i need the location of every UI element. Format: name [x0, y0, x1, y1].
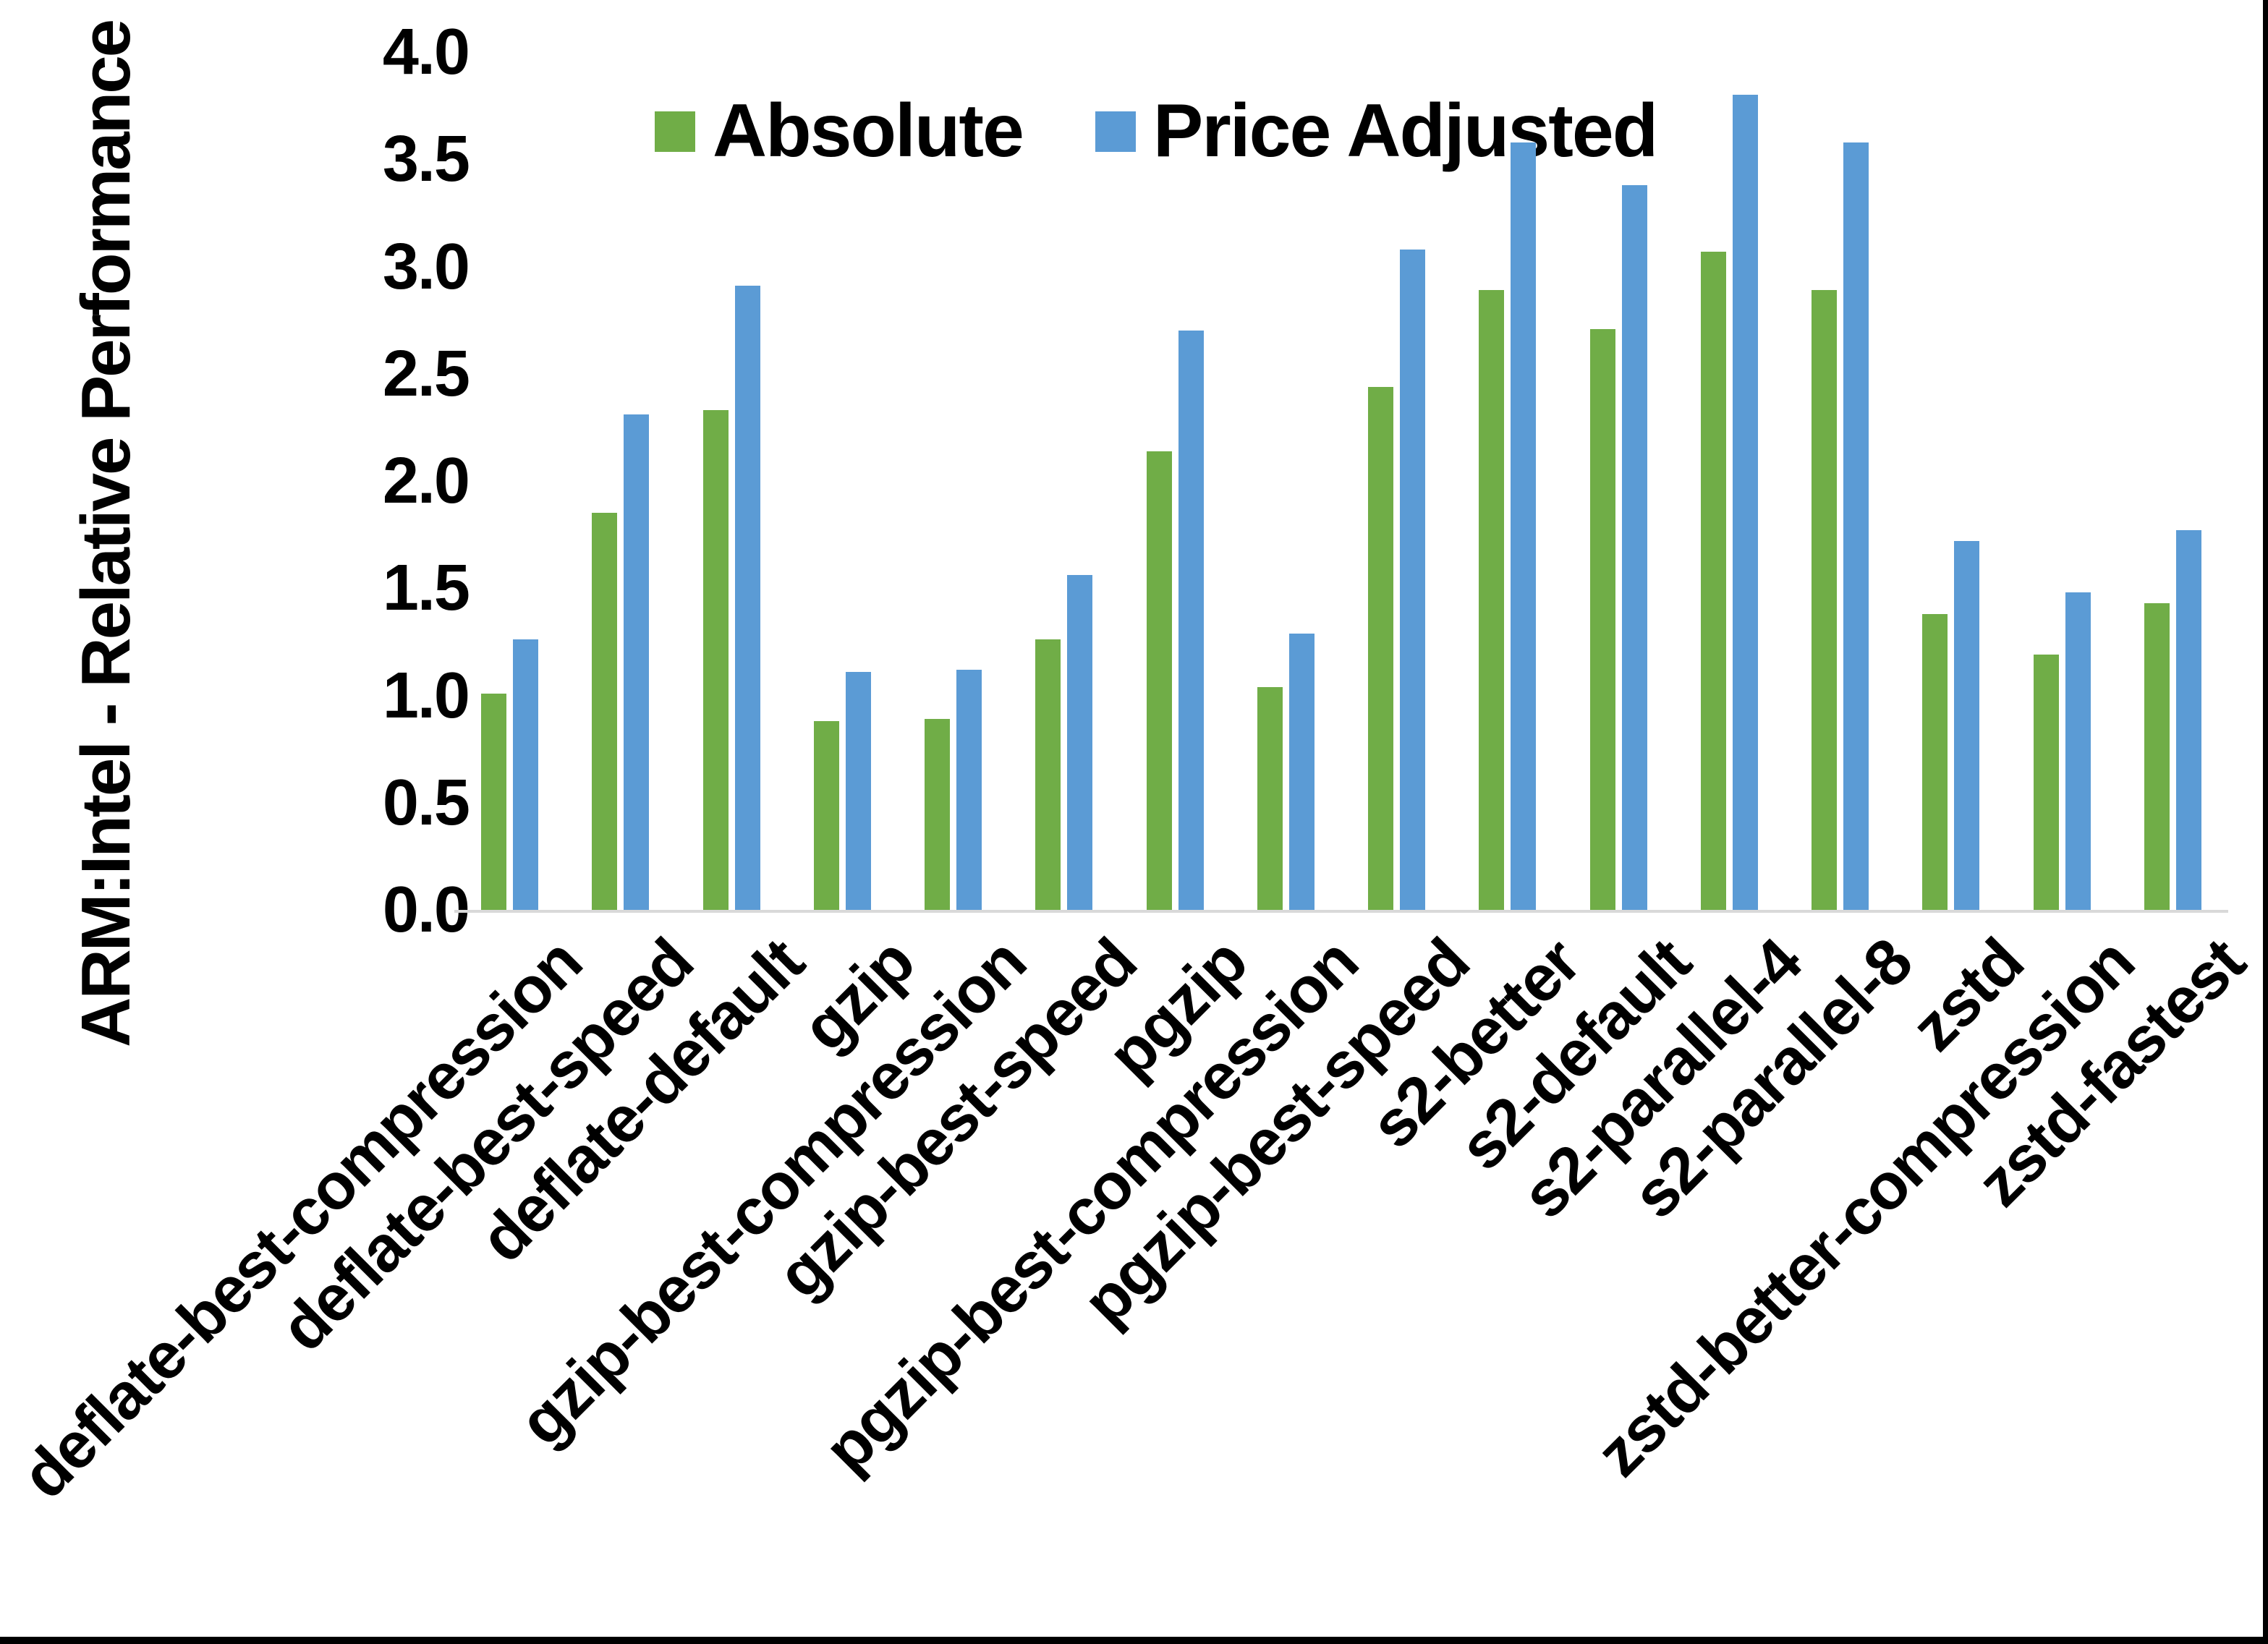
bar-price-adjusted-gzip: [845, 671, 871, 910]
bar-group-s2-default: [1563, 52, 1674, 910]
bar-absolute-gzip-best-compression: [925, 719, 951, 910]
legend-item-absolute: Absolute: [655, 88, 1024, 174]
legend-label: Absolute: [713, 89, 1024, 173]
bar-group-s2-better: [1452, 52, 1563, 910]
bar-price-adjusted-pgzip-best-speed: [1400, 249, 1426, 910]
bar-group-gzip-best-compression: [898, 52, 1008, 910]
bar-group-deflate-default: [676, 52, 787, 910]
legend: Absolute Price Adjusted: [655, 88, 1658, 174]
bar-group-deflate-best-compression: [454, 52, 565, 910]
bar-group-pgzip-best-compression: [1231, 52, 1341, 910]
y-tick-label: 3.5: [382, 123, 470, 196]
bar-price-adjusted-pgzip-best-compression: [1288, 633, 1314, 910]
y-tick-label: 4.0: [382, 16, 470, 88]
bar-absolute-pgzip-best-speed: [1368, 386, 1394, 910]
bar-absolute-pgzip-best-compression: [1257, 686, 1283, 910]
screenshot-bottom-border: [0, 1637, 2268, 1644]
bar-absolute-zstd: [1922, 613, 1948, 910]
bar-price-adjusted-gzip-best-speed: [1067, 575, 1093, 910]
bar-price-adjusted-gzip-best-compression: [956, 669, 982, 910]
bar-group-pgzip-best-speed: [1341, 52, 1452, 910]
bar-price-adjusted-s2-better: [1511, 142, 1537, 910]
bar-absolute-s2-parallel-4: [1700, 251, 1726, 910]
bar-price-adjusted-s2-parallel-4: [1732, 95, 1758, 910]
bar-price-adjusted-deflate-default: [734, 286, 760, 910]
legend-swatch-absolute: [655, 111, 695, 152]
bar-absolute-zstd-fastest: [2144, 603, 2170, 910]
bar-group-pgzip: [1120, 52, 1231, 910]
y-tick-label: 2.0: [382, 445, 470, 517]
bar-price-adjusted-pgzip: [1178, 331, 1204, 910]
bar-price-adjusted-zstd-fastest: [2175, 530, 2201, 910]
bar-price-adjusted-s2-default: [1621, 184, 1647, 910]
y-tick-label: 2.5: [382, 337, 470, 410]
y-tick-label: 3.0: [382, 230, 470, 303]
bar-absolute-zstd-better-compression: [2033, 655, 2059, 910]
legend-item-price-adjusted: Price Adjusted: [1095, 88, 1658, 174]
bar-absolute-s2-default: [1589, 328, 1615, 910]
bar-group-s2-parallel-8: [1785, 52, 1895, 910]
bar-absolute-s2-parallel-8: [1812, 290, 1838, 910]
bar-group-gzip-best-speed: [1008, 52, 1119, 910]
bar-price-adjusted-deflate-best-compression: [513, 639, 539, 910]
bar-price-adjusted-zstd-better-compression: [2065, 592, 2091, 910]
plot-area: [454, 52, 2228, 913]
bar-group-zstd: [1895, 52, 2006, 910]
y-tick-label: 1.0: [382, 659, 470, 732]
bar-absolute-gzip-best-speed: [1035, 639, 1061, 910]
y-tick-label: 0.0: [382, 874, 470, 946]
bar-price-adjusted-s2-parallel-8: [1843, 142, 1869, 910]
bar-absolute-pgzip: [1146, 451, 1172, 910]
bar-absolute-deflate-best-compression: [481, 693, 507, 910]
bar-absolute-deflate-default: [702, 410, 729, 910]
bar-absolute-s2-better: [1479, 290, 1505, 910]
bar-group-zstd-better-compression: [2007, 52, 2118, 910]
bar-absolute-deflate-best-speed: [592, 513, 618, 910]
legend-label: Price Adjusted: [1152, 89, 1658, 173]
y-axis-title: ARM:Intel - Relative Performance: [67, 20, 145, 1047]
bar-price-adjusted-zstd: [1954, 541, 1980, 910]
bar-group-s2-parallel-4: [1674, 52, 1785, 910]
bar-price-adjusted-deflate-best-speed: [624, 414, 650, 910]
bar-group-gzip: [787, 52, 898, 910]
legend-swatch-price-adjusted: [1095, 111, 1136, 152]
bar-absolute-gzip: [813, 721, 839, 910]
bar-group-zstd-fastest: [2118, 52, 2228, 910]
bar-group-deflate-best-speed: [565, 52, 676, 910]
y-tick-label: 1.5: [382, 552, 470, 625]
screenshot-right-border: [2263, 0, 2268, 1644]
y-tick-label: 0.5: [382, 766, 470, 839]
